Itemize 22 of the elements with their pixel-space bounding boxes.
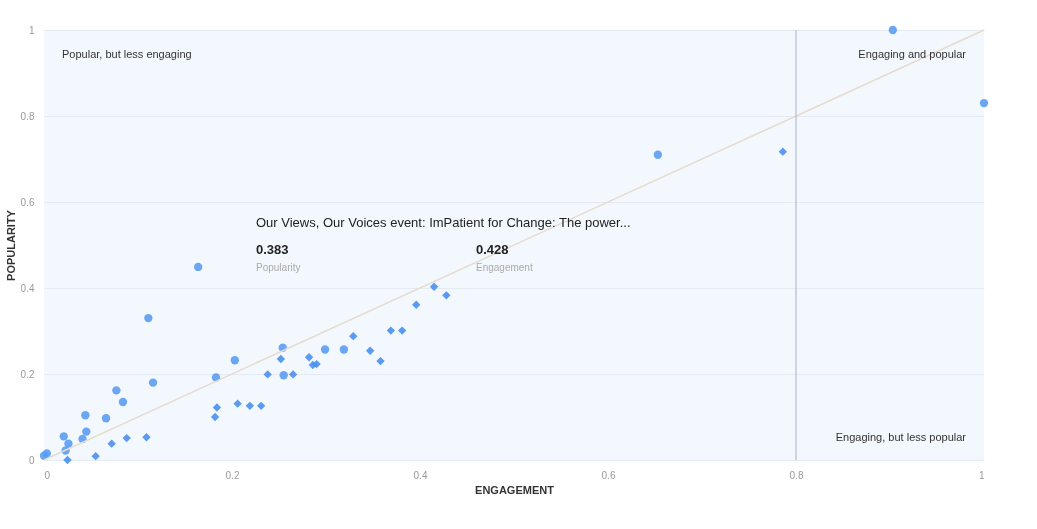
annotation: Popular, but less engaging (62, 48, 192, 60)
x-tick-label: 0.6 (601, 469, 616, 481)
annotation: Engaging and popular (858, 48, 967, 60)
annotation: Popularity (256, 262, 301, 273)
x-tick-label: 1 (978, 469, 985, 481)
x-tick-label: 0.4 (413, 469, 428, 481)
y-tick-label: 0.2 (20, 368, 35, 380)
annotation: Engaging, but less popular (835, 431, 967, 443)
x-tick-label: 0.2 (225, 469, 240, 481)
y-tick-label: 0 (28, 454, 35, 466)
annotation: Our Views, Our Voices event: ImPatient for Change: The power... (256, 215, 631, 230)
y-tick-label: 0.8 (20, 110, 35, 122)
y-tick-label: 0.6 (20, 196, 35, 208)
y-tick-label: 0.4 (20, 282, 35, 294)
y-tick-label: 1 (28, 24, 35, 36)
annotation: 0.383 (256, 242, 289, 257)
annotation: 0.428 (476, 242, 509, 257)
x-axis-title: ENGAGEMENT (475, 483, 555, 496)
x-tick-label: 0 (44, 469, 51, 481)
annotation: Engagement (476, 262, 533, 273)
y-axis-title: POPULARITY (4, 209, 17, 281)
x-tick-label: 0.8 (789, 469, 804, 481)
